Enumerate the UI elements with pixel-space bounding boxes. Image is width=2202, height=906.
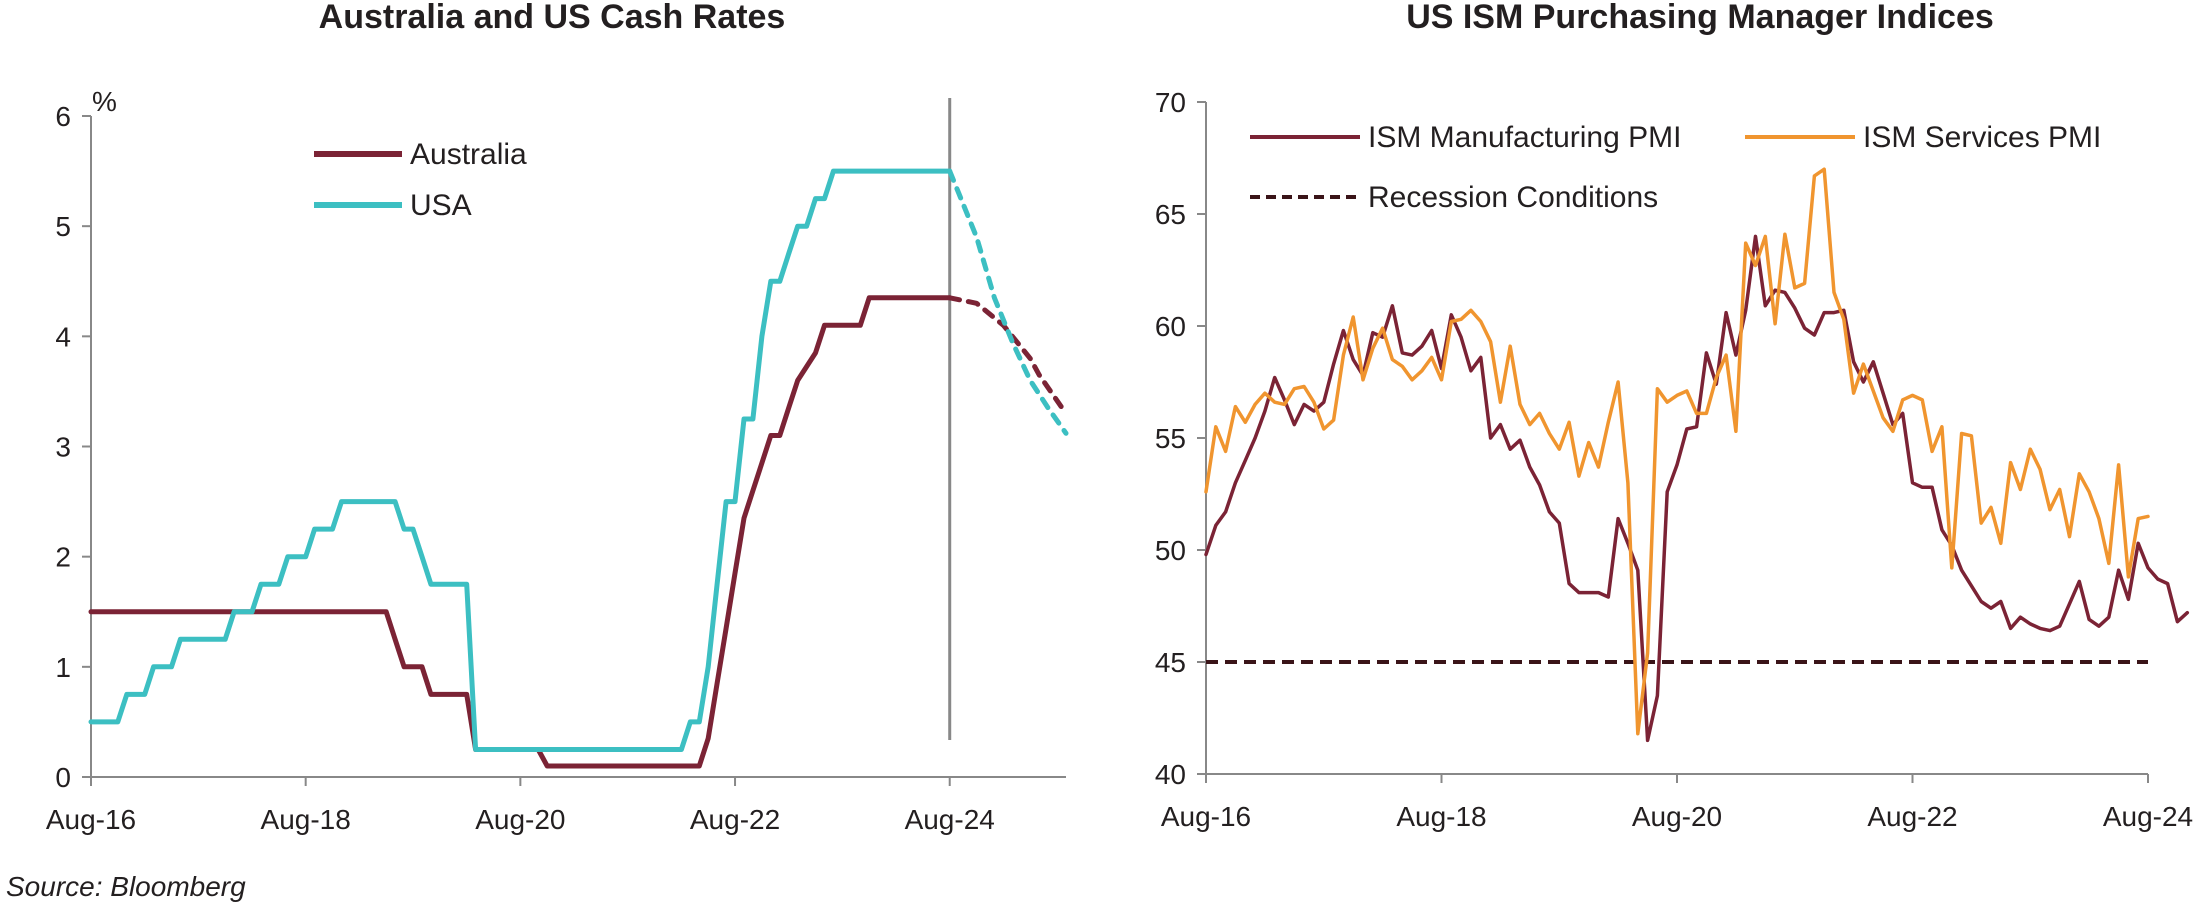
cash-rates-chart: Australia and US Cash Rates % 0 1 2 3 4 5 6 Au… [46, 0, 1069, 835]
x-tick-label: Aug-18 [261, 804, 351, 835]
series-line-ism-manufacturing-pmi [1204, 234, 2190, 743]
ism-pmi-chart: US ISM Purchasing Manager Indices 40 45 50… [1155, 0, 2193, 832]
ism-pmi-x-axis: Aug-16 Aug-18 Aug-20 Aug-22 Aug-24 [1161, 773, 2193, 832]
legend-label: ISM Services PMI [1863, 121, 2101, 154]
y-tick-label: 60 [1155, 311, 1186, 342]
ism-pmi-legend: ISM Manufacturing PMI ISM Services PMI Rec… [1250, 121, 2101, 214]
ism-pmi-series [1204, 167, 2190, 743]
legend-label: ISM Manufacturing PMI [1368, 121, 1681, 154]
source-note: Source: Bloomberg [6, 871, 246, 902]
y-tick-label: 65 [1155, 199, 1186, 230]
y-tick-label: 45 [1155, 647, 1186, 678]
legend-label: Australia [410, 138, 527, 171]
cash-rates-ylabel: % [92, 86, 117, 117]
cash-rates-x-axis: Aug-16 Aug-18 Aug-20 Aug-22 Aug-24 [46, 776, 1066, 835]
x-tick-label: Aug-22 [1867, 801, 1957, 832]
y-tick-label: 40 [1155, 759, 1186, 790]
y-tick-label: 4 [55, 321, 71, 352]
x-tick-label: Aug-16 [1161, 801, 1251, 832]
y-tick-label: 70 [1155, 87, 1186, 118]
legend-label: USA [410, 189, 472, 222]
x-tick-label: Aug-20 [1632, 801, 1722, 832]
x-tick-label: Aug-22 [690, 804, 780, 835]
x-tick-label: Aug-24 [2103, 801, 2193, 832]
ism-pmi-title: US ISM Purchasing Manager Indices [1406, 0, 1994, 36]
ism-pmi-y-axis: 40 45 50 55 60 65 70 [1155, 87, 1207, 790]
y-tick-label: 55 [1155, 423, 1186, 454]
cash-rates-series [88, 98, 1069, 769]
y-tick-label: 6 [55, 101, 71, 132]
cash-rates-y-axis: 0 1 2 3 4 5 6 [55, 101, 92, 793]
legend-label: Recession Conditions [1368, 181, 1658, 214]
cash-rates-legend: Australia USA [314, 138, 527, 222]
x-tick-label: Aug-20 [475, 804, 565, 835]
y-tick-label: 1 [55, 652, 71, 683]
y-tick-label: 50 [1155, 535, 1186, 566]
x-tick-label: Aug-24 [905, 804, 995, 835]
x-tick-label: Aug-18 [1396, 801, 1486, 832]
series-line-australia [88, 295, 953, 769]
y-tick-label: 3 [55, 432, 71, 463]
series-line-ism-services-pmi [1204, 167, 2150, 736]
x-tick-label: Aug-16 [46, 804, 136, 835]
y-tick-label: 0 [55, 762, 71, 793]
cash-rates-title: Australia and US Cash Rates [319, 0, 786, 36]
y-tick-label: 2 [55, 542, 71, 573]
series-line-usa-forecast [947, 168, 1069, 436]
y-tick-label: 5 [55, 211, 71, 242]
series-line-usa [88, 168, 953, 752]
series-line-australia-forecast [947, 295, 1069, 416]
